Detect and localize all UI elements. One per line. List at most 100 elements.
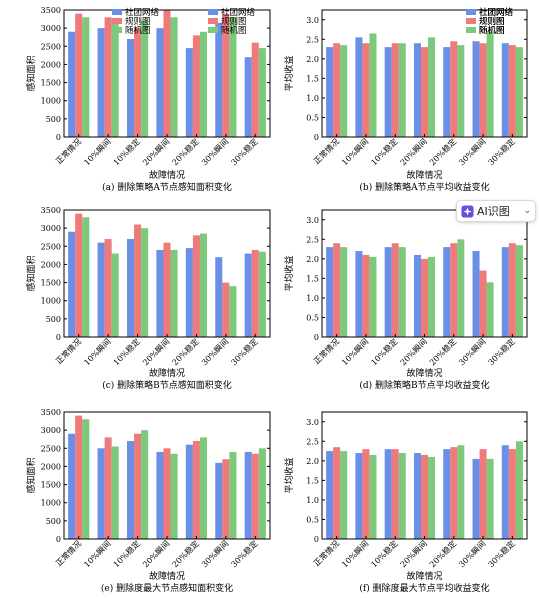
bar-e-s0-c5 [215,462,223,539]
x-axis-label: 故障情况 [406,367,442,379]
bar-e-s2-c6 [258,448,266,539]
x-tick-label: 30%瞬间 [200,137,230,167]
bar-e-s2-c3 [170,453,178,539]
y-tick-label: 1000 [41,97,61,106]
x-tick-label: 20%稳定 [427,538,458,569]
x-tick-label: 10%稳定 [111,136,142,167]
y-axis-label: 感知面积 [25,55,37,91]
bar-d-s2-c6 [515,245,523,337]
bar-a-s2-c6 [258,48,266,137]
y-tick-label: 2.0 [306,255,319,264]
y-tick-label: 3.0 [306,16,319,25]
bar-f-s0-c5 [472,458,480,539]
panel-caption: (d) 删除策略B节点平均收益变化 [359,379,489,391]
bar-a-s2-c4 [199,31,208,137]
bar-b-s0-c6 [501,43,509,137]
x-tick-label: 20%瞬间 [141,337,171,367]
y-tick-label: 1.0 [306,496,319,505]
panel-caption: (a) 删除策略A节点感知面积变化 [102,181,232,193]
y-tick-label: 0 [56,333,61,342]
legend-swatch-2 [112,27,122,33]
x-tick-label: 30%稳定 [486,136,517,167]
x-tick-label: 20%稳定 [170,336,201,367]
y-axis-label: 感知面积 [25,457,37,493]
bar-c-s2-c4 [199,233,208,337]
ai-recognize-button[interactable]: AI识图 ⌄ [456,200,536,222]
y-tick-label: 1500 [41,481,61,490]
bar-c-s1-c1 [104,239,112,337]
legend-swatch-1 [208,18,218,24]
x-tick-label: 30%稳定 [229,136,260,167]
x-tick-label: 20%瞬间 [141,137,171,167]
x-tick-label: 10%稳定 [369,136,400,167]
bar-e-s0-c3 [156,451,164,539]
x-tick-label: 10%稳定 [111,538,142,569]
bar-c-s2-c3 [170,249,178,337]
bar-d-s2-c3 [428,256,436,337]
bar-a-s1-c4 [192,35,200,137]
legend-swatch-0 [208,9,218,15]
x-tick-label: 20%瞬间 [399,337,429,367]
legend-label-1: 规则图 [479,16,505,27]
x-axis-label: 故障情况 [406,169,442,181]
y-tick-label: 3.0 [306,216,319,225]
bar-f-s1-c5 [479,449,487,539]
legend-label-2: 随机图 [479,25,505,36]
y-axis-label: 感知面积 [25,255,37,291]
y-tick-label: 0 [56,535,61,544]
y-tick-label: 3500 [41,206,61,215]
y-tick-label: 2.5 [306,35,319,44]
y-tick-label: 500 [46,115,61,124]
legend-swatch-0 [112,9,122,15]
y-tick-label: 0 [314,133,319,142]
x-tick-label: 30%瞬间 [457,137,487,167]
y-tick-label: 2000 [41,60,61,69]
y-tick-label: 500 [46,517,61,526]
bar-f-s0-c4 [443,449,451,539]
bar-f-s1-c3 [420,454,429,539]
legend-label-1: 规则图 [125,16,151,27]
bar-f-s2-c4 [457,445,465,539]
bar-e-s0-c6 [244,451,252,539]
bar-e-s1-c2 [134,433,142,539]
bar-d-s2-c2 [398,247,406,337]
bar-c-s2-c1 [111,253,119,337]
y-tick-label: 2.5 [306,437,319,446]
bar-f-s2-c0 [340,451,348,539]
y-tick-label: 1.0 [306,94,319,103]
y-tick-label: 3500 [41,6,61,15]
bar-d-s0-c3 [413,254,421,337]
bar-b-s2-c5 [486,31,494,138]
x-tick-label: 20%瞬间 [399,137,429,167]
bar-c-s1-c2 [134,224,142,337]
bar-a-s1-c2 [134,28,142,137]
y-tick-label: 2000 [41,260,61,269]
bar-d-s1-c1 [362,254,370,337]
legend-swatch-2 [208,27,218,33]
y-axis-label: 平均收益 [283,457,295,493]
legend-label-0: 社团网络 [479,7,514,18]
x-tick-label: 20%稳定 [170,538,201,569]
bar-d-s0-c1 [355,251,363,337]
chevron-down-icon: ⌄ [523,206,531,216]
bar-e-s0-c1 [97,448,105,539]
bar-d-s1-c3 [420,258,429,337]
bar-f-s1-c0 [333,447,341,539]
legend-label-2: 随机图 [479,25,505,36]
legend-label-1: 规则图 [221,16,247,27]
x-tick-label: 10%瞬间 [82,337,112,367]
bar-a-s1-c5 [222,13,230,138]
bar-e-s0-c4 [185,444,193,539]
bar-b-s1-c0 [333,43,341,137]
bar-a-s0-c5 [215,22,223,138]
panel-caption: (c) 删除策略B节点感知面积变化 [102,379,232,391]
bar-f-s1-c1 [362,449,370,539]
bar-a-s1-c0 [75,13,83,138]
bar-c-s0-c6 [244,253,252,337]
legend-swatch-0 [466,9,476,15]
bar-a-s2-c2 [141,20,149,137]
bar-b-s2-c6 [515,47,523,138]
